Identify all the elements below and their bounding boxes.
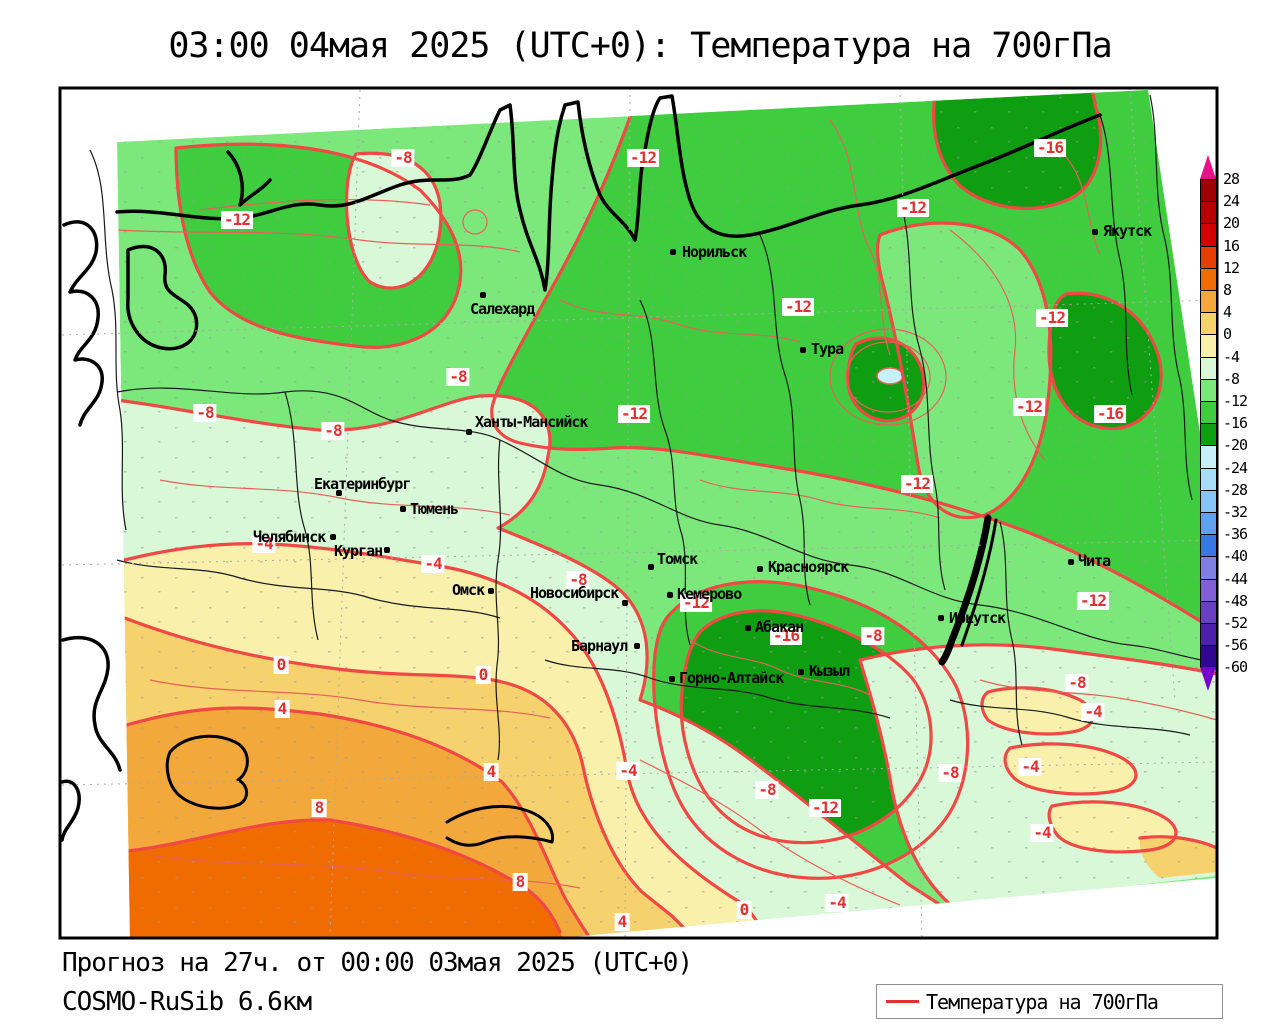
lake-baikal-edge [960, 518, 998, 647]
lake-balkhash [165, 734, 249, 810]
novaya-zemlya-island [226, 150, 272, 207]
map-frame [58, 86, 1219, 940]
speckle-texture [117, 90, 1217, 938]
forecast-info-line: Прогноз на 27ч. от 00:00 03мая 2025 (UTC… [62, 948, 693, 978]
arctic-coastline [115, 94, 1102, 292]
model-info-line: COSMO-RuSib 6.6км [62, 987, 312, 1017]
page-title: 03:00 04мая 2025 (UTC+0): Температура на… [168, 26, 1112, 66]
lake-baikal [938, 514, 992, 666]
temperature-fill-regions [117, 90, 1217, 938]
legend-contour-line-sample [886, 1000, 919, 1003]
white-sea-coast [62, 220, 104, 427]
temperature-contours [117, 90, 1217, 938]
caspian-coast-2 [60, 779, 81, 842]
caspian-coast [61, 635, 122, 772]
admin-borders [89, 94, 1217, 761]
lake-zaysan [445, 804, 555, 847]
legend-box: Температура на 700гПа [876, 984, 1223, 1019]
coastlines [60, 94, 1102, 847]
white-sea-inlet [126, 244, 199, 351]
legend-label: Температура на 700гПа [926, 989, 1159, 1014]
graticule [61, 88, 1217, 938]
temperature-contours-thin [117, 119, 1217, 906]
